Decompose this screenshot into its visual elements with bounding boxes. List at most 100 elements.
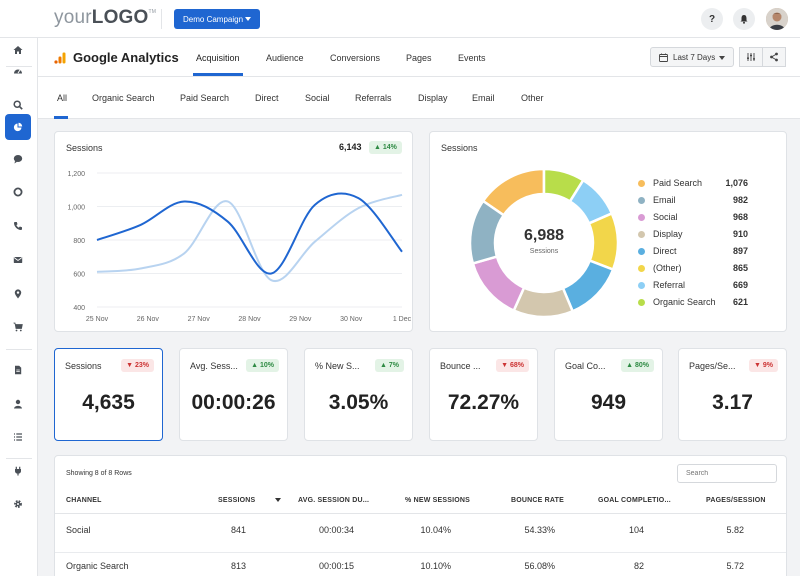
sidebar-item-reports[interactable]: [5, 357, 31, 383]
y-tick-label: 600: [73, 272, 85, 279]
avatar[interactable]: [766, 8, 788, 30]
help-button[interactable]: ?: [701, 8, 723, 30]
channel-table: Showing 8 of 8 Rows CHANNEL SESSIONS AVG…: [54, 455, 787, 576]
campaign-dropdown[interactable]: Demo Campaign: [174, 9, 260, 29]
legend-label: Display: [653, 229, 683, 239]
document-icon: [15, 365, 22, 375]
divider: [6, 458, 32, 459]
table-cell: 56.08%: [524, 561, 555, 571]
table-cell: 841: [230, 525, 246, 535]
kpi-card[interactable]: Bounce ... ▼ 68% 72.27%: [429, 348, 538, 441]
filter-paid-search[interactable]: Paid Search: [180, 93, 230, 103]
tab-pages[interactable]: Pages: [406, 53, 432, 63]
donut-slice: [471, 254, 526, 313]
sidebar-item-settings[interactable]: [5, 491, 31, 517]
tab-conversions[interactable]: Conversions: [330, 53, 381, 63]
table-cell[interactable]: Organic Search: [66, 561, 129, 571]
donut-slice: [468, 199, 506, 265]
change-badge: ▲ 80%: [621, 359, 654, 372]
legend-swatch: [638, 248, 645, 255]
sort-down-icon[interactable]: [275, 498, 281, 503]
sidebar-item-messages[interactable]: [5, 146, 31, 172]
legend-swatch: [638, 299, 645, 306]
column-header-bounce-rate[interactable]: BOUNCE RATE: [511, 497, 565, 504]
column-header-pages-session[interactable]: PAGES/SESSION: [706, 497, 766, 504]
sidebar-item-search[interactable]: [5, 92, 31, 118]
legend-value: 982: [732, 195, 748, 205]
legend-label: Direct: [653, 246, 677, 256]
kpi-card[interactable]: Goal Co... ▲ 80% 949: [554, 348, 663, 441]
column-header-new-sessions[interactable]: % NEW SESSIONS: [405, 497, 471, 504]
change-badge: ▼ 68%: [496, 359, 529, 372]
top-bar: yourLOGOTM Demo Campaign ?: [0, 0, 800, 38]
sidebar-item-locations[interactable]: [5, 281, 31, 307]
column-header-avg-session[interactable]: AVG. SESSION DU...: [298, 497, 370, 504]
legend-value: 865: [732, 263, 748, 273]
sidebar-item-analytics[interactable]: [5, 114, 31, 140]
legend-value: 1,076: [725, 178, 748, 188]
arrow-up-icon: ▲: [374, 144, 383, 151]
y-tick-label: 1,200: [67, 171, 85, 178]
legend-item: Email 982: [638, 194, 748, 208]
x-tick-label: 27 Nov: [188, 316, 211, 323]
table-search-input[interactable]: [677, 464, 777, 483]
sidebar-item-support[interactable]: [5, 179, 31, 205]
table-cell[interactable]: Social: [66, 525, 91, 535]
tab-acquisition[interactable]: Acquisition: [196, 53, 240, 63]
filter-referrals[interactable]: Referrals: [355, 93, 392, 103]
kpi-card[interactable]: Sessions ▼ 23% 4,635: [54, 348, 163, 441]
filter-other[interactable]: Other: [521, 93, 544, 103]
filter-display[interactable]: Display: [418, 93, 448, 103]
tab-events[interactable]: Events: [458, 53, 486, 63]
phone-icon: [14, 222, 22, 230]
y-tick-label: 800: [73, 238, 85, 245]
column-header-channel[interactable]: CHANNEL: [66, 497, 102, 504]
filter-all[interactable]: All: [57, 93, 68, 103]
legend-value: 897: [732, 246, 748, 256]
legend-item: Paid Search 1,076: [638, 177, 748, 191]
sidebar-item-calls[interactable]: [5, 213, 31, 239]
column-header-sessions[interactable]: SESSIONS: [218, 497, 256, 504]
legend-label: Paid Search: [653, 178, 703, 188]
logo[interactable]: yourLOGOTM: [54, 7, 157, 28]
arrow-up-icon: ▲: [380, 362, 389, 369]
gauge-icon: [14, 69, 22, 74]
filter-direct[interactable]: Direct: [255, 93, 279, 103]
tab-audience[interactable]: Audience: [266, 53, 304, 63]
column-header-goal-completions[interactable]: GOAL COMPLETIO...: [598, 497, 671, 504]
sidebar-item-home[interactable]: [5, 37, 31, 63]
legend-value: 669: [732, 280, 748, 290]
table-cell: 5.72: [726, 561, 744, 571]
share-button[interactable]: [762, 47, 786, 67]
sidebar-item-email[interactable]: [5, 247, 31, 273]
card-title: Sessions: [441, 143, 478, 153]
date-range-label: Last 7 Days: [673, 52, 716, 62]
filter-social[interactable]: Social: [305, 93, 330, 103]
kpi-card[interactable]: Avg. Sess... ▲ 10% 00:00:26: [179, 348, 288, 441]
x-tick-label: 26 Nov: [137, 316, 160, 323]
legend-label: Email: [653, 195, 676, 205]
date-range-dropdown[interactable]: Last 7 Days: [650, 47, 734, 67]
kpi-label: Goal Co...: [565, 361, 606, 371]
filter-organic-search[interactable]: Organic Search: [92, 93, 155, 103]
sidebar-item-dashboard[interactable]: [5, 58, 31, 84]
x-tick-label: 1 Dec: [393, 316, 412, 323]
arrow-up-icon: ▲: [626, 362, 635, 369]
notifications-button[interactable]: [733, 8, 755, 30]
kpi-card[interactable]: % New S... ▲ 7% 3.05%: [304, 348, 413, 441]
kpi-value: 4,635: [82, 391, 135, 414]
donut-center-value: 6,988: [523, 227, 565, 244]
filter-email[interactable]: Email: [472, 93, 495, 103]
sidebar-item-integrations[interactable]: [5, 458, 31, 484]
pie-chart-icon: [13, 122, 23, 132]
sessions-donut-chart: [468, 167, 620, 319]
page-title: Google Analytics: [73, 50, 179, 65]
sidebar-item-users[interactable]: [5, 391, 31, 417]
caret-down-icon: [719, 56, 725, 60]
arrow-up-icon: ▲: [251, 362, 260, 369]
filters-button[interactable]: [739, 47, 763, 67]
sidebar-item-ecommerce[interactable]: [5, 314, 31, 340]
sidebar-item-tasks[interactable]: [5, 424, 31, 450]
kpi-card[interactable]: Pages/Se... ▼ 9% 3.17: [678, 348, 787, 441]
